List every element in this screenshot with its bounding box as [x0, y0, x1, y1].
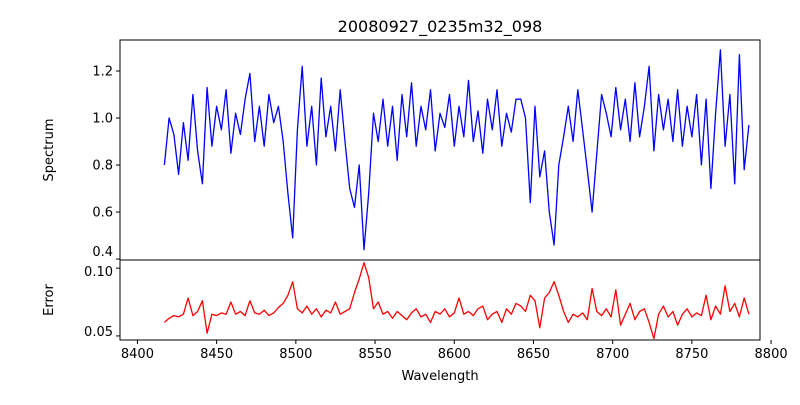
spectrum-series-line — [163, 49, 750, 251]
chart-title: 20080927_0235m32_098 — [338, 17, 543, 37]
spectrum-axes-frame — [119, 39, 761, 261]
y-axis-label-spectrum: Spectrum — [42, 119, 57, 182]
error-ytick-label: 0.05 — [84, 325, 113, 340]
xtick-label: 8550 — [359, 347, 392, 362]
spectrum-ytick-label: 0.6 — [92, 206, 113, 221]
xtick-label: 8600 — [438, 347, 471, 362]
y-axis-label-error: Error — [42, 284, 57, 316]
spectrum-ytick-label: 0.8 — [92, 159, 113, 174]
xtick-label: 8650 — [517, 347, 550, 362]
xtick-label: 8500 — [279, 347, 312, 362]
xtick-label: 8750 — [675, 347, 708, 362]
error-series-line — [163, 262, 750, 340]
xtick-label: 8400 — [121, 347, 154, 362]
spectrum-ytick-label: 0.4 — [92, 245, 113, 260]
xtick-label: 8450 — [200, 347, 233, 362]
spectrum-ytick-label: 1.0 — [92, 112, 113, 127]
xtick-label: 8700 — [596, 347, 629, 362]
spectrum-ytick-label: 1.2 — [92, 65, 113, 80]
error-ytick-label: 0.10 — [84, 265, 113, 280]
xtick-label: 8800 — [755, 347, 788, 362]
x-axis-label: Wavelength — [401, 369, 478, 384]
error-axes-frame — [119, 259, 761, 341]
